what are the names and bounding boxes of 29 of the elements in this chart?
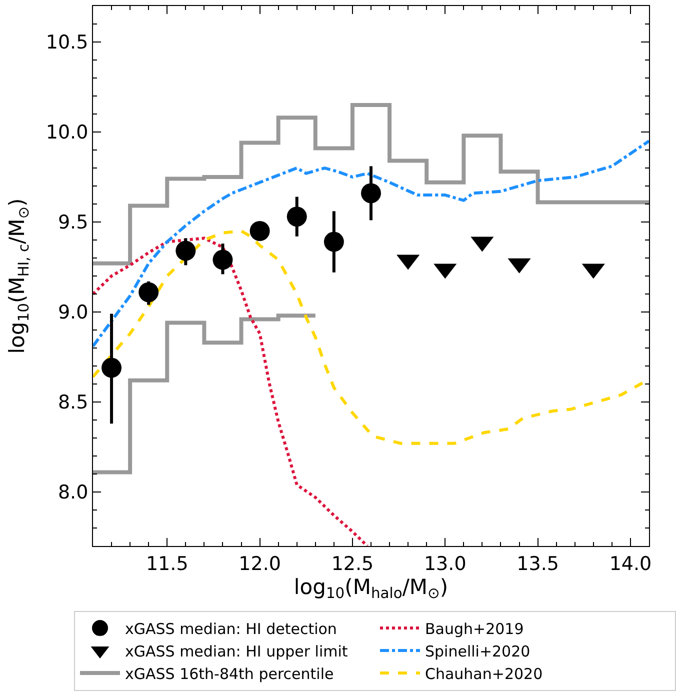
y-tick-label: 8.0 [58,482,88,504]
y-tick-label: 10.0 [46,122,88,144]
y-tick-label: 10.5 [46,32,88,54]
point [286,206,307,227]
x-tick-label: 14.0 [609,552,652,575]
line-series [93,140,649,348]
point [361,183,381,204]
line-series [93,236,369,546]
point [176,240,196,261]
y-tick-label: 8.5 [58,392,88,414]
x-tick-label: 13.5 [516,552,559,575]
y-tick-label: 9.0 [58,302,88,324]
x-tick-label: 12.0 [238,552,281,575]
x-tick-label: 11.5 [146,552,188,575]
legend-label: xGASS median: HI detection [125,620,337,638]
legend-label: Baugh+2019 [425,620,524,638]
point [212,250,233,270]
x-axis-title: log$_{10}$(M$_{halo}$/M$_{⊙}$) [294,574,448,602]
legend-label: Chauhan+2020 [425,664,543,683]
legend-label: xGASS 16th-84th percentile [125,664,334,683]
point [250,221,270,241]
x-tick-label: 12.5 [331,552,374,575]
point [102,358,122,378]
point [138,282,159,302]
x-tick-label: 13.0 [424,552,466,575]
legend-label: Spinelli+2020 [425,642,530,660]
point [324,232,344,252]
y-tick-label: 9.5 [58,212,88,234]
legend-label: xGASS median: HI upper limit [125,642,348,660]
